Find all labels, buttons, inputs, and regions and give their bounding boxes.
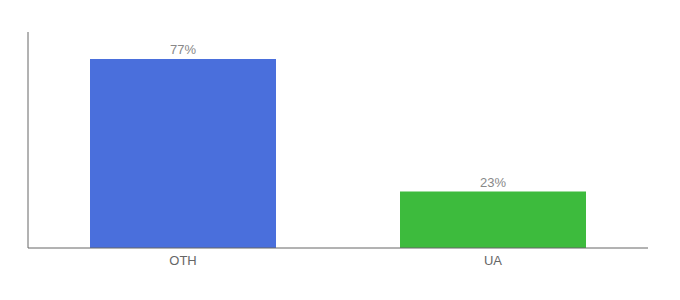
svg-text:OTH: OTH — [169, 253, 196, 268]
svg-text:23%: 23% — [480, 175, 506, 190]
svg-text:77%: 77% — [170, 42, 196, 57]
svg-text:UA: UA — [484, 253, 502, 268]
